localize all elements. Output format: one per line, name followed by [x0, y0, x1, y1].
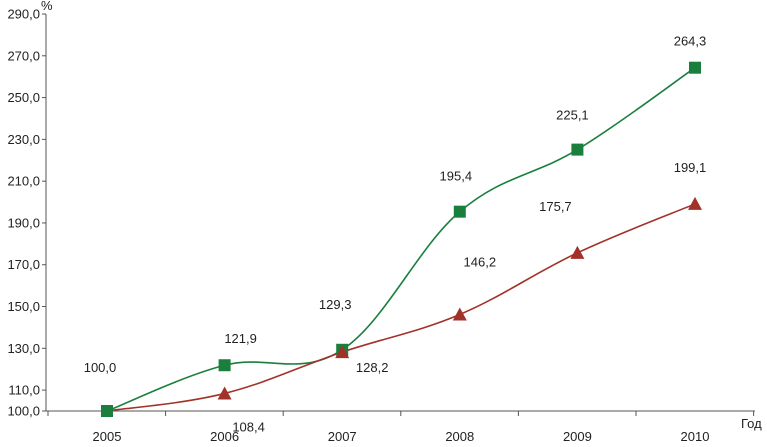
x-tick-label: 2005: [93, 429, 122, 442]
triangle-marker: [217, 386, 232, 400]
x-tick-label: 2009: [563, 429, 592, 442]
y-tick-label: 210,0: [7, 174, 40, 189]
data-label: 225,1: [556, 108, 589, 123]
series-group: [101, 61, 702, 417]
data-label: 100,0: [84, 360, 117, 375]
series-line: [106, 67, 696, 412]
y-tick-label: 100,0: [7, 404, 40, 419]
x-tick-label: 2010: [681, 429, 710, 442]
y-axis-unit: %: [41, 0, 53, 13]
square-marker: [571, 143, 584, 156]
y-tick-label: 290,0: [7, 7, 40, 22]
y-tick-label: 130,0: [7, 341, 40, 356]
data-label: 195,4: [440, 169, 473, 184]
y-tick-label: 250,0: [7, 90, 40, 105]
y-tick-label: 170,0: [7, 257, 40, 272]
y-tick-label: 150,0: [7, 299, 40, 314]
triangle-marker: [688, 196, 702, 210]
square-marker: [453, 205, 466, 218]
y-tick-label: 230,0: [7, 132, 40, 147]
data-label: 129,3: [319, 297, 352, 312]
data-labels: 100,0 121,9 129,3 195,4 225,1 264,3 108,4 128,2…: [84, 34, 707, 435]
data-label: 175,7: [539, 199, 572, 214]
triangle-marker: [452, 307, 467, 321]
data-label: 121,9: [224, 331, 257, 346]
data-label: 146,2: [464, 254, 497, 269]
square-marker: [689, 61, 701, 74]
axes: [45, 14, 755, 412]
x-axis-ticks: 2005 2006 2007 2008 2009 2010: [47, 411, 755, 444]
x-axis-title: Год: [741, 416, 762, 431]
data-label: 264,3: [674, 34, 707, 49]
y-tick-label: 110,0: [8, 383, 40, 398]
y-tick-label: 190,0: [7, 215, 40, 230]
y-tick-label: 270,0: [7, 48, 40, 63]
triangle-marker: [570, 245, 585, 259]
series-line: [106, 203, 696, 412]
square-marker: [101, 405, 113, 417]
square-marker: [218, 359, 231, 372]
data-label: 199,1: [674, 160, 707, 175]
data-label: 108,4: [232, 419, 265, 434]
x-tick-label: 2006: [210, 429, 239, 442]
y-axis-ticks: 100,0 110,0 130,0 150,0 170,0 190,0 210,0 230,0…: [7, 7, 46, 419]
data-label: 128,2: [356, 360, 389, 375]
triangle-marker: [335, 345, 350, 359]
x-tick-label: 2008: [445, 429, 474, 442]
x-tick-label: 2007: [328, 429, 357, 442]
